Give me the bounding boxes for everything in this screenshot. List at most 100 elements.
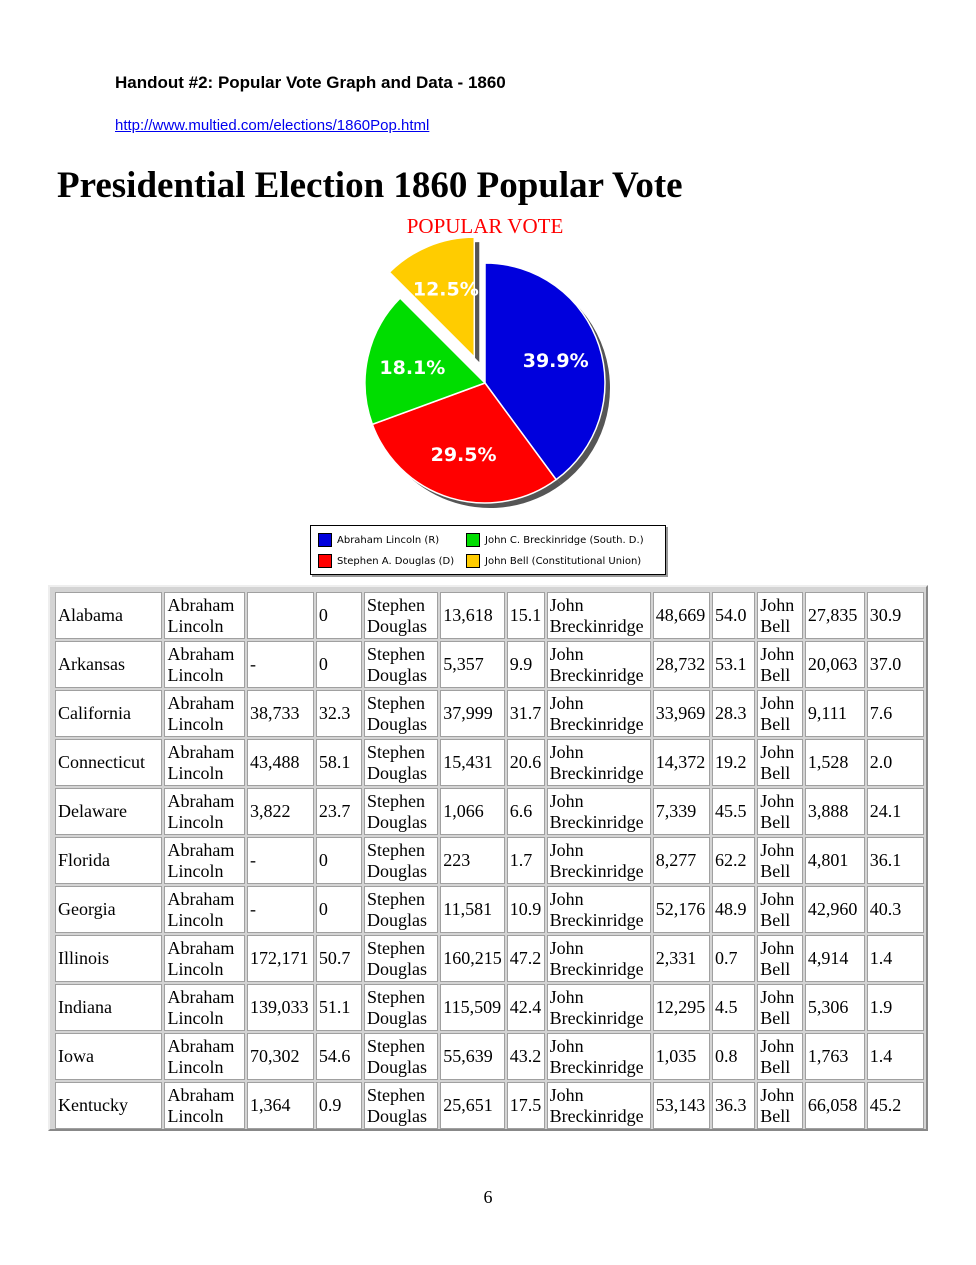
cell-pct-3: 4.5: [711, 984, 756, 1031]
cell-pct-1: 58.1: [315, 739, 363, 786]
table-row: Illinois Abraham Lincoln 172,171 50.7 Stephe…: [55, 935, 924, 982]
vote-table: Alabama Abraham Lincoln 0 Stephen Douglas 13…: [53, 590, 926, 1131]
cell-candidate-3: John Breckinridge: [546, 592, 651, 639]
cell-pct-3: 53.1: [711, 641, 756, 688]
cell-pct-1: 32.3: [315, 690, 363, 737]
cell-votes-2: 11,581: [440, 886, 505, 933]
page-number: 6: [483, 1187, 493, 1207]
cell-candidate-3: John Breckinridge: [546, 690, 651, 737]
handout-title: Handout #2: Popular Vote Graph and Data …: [115, 73, 506, 92]
cell-votes-2: 115,509: [440, 984, 505, 1031]
legend-swatch-lincoln: [318, 533, 332, 547]
cell-pct-4: 37.0: [866, 641, 924, 688]
cell-pct-2: 17.5: [506, 1082, 545, 1129]
cell-pct-3: 45.5: [711, 788, 756, 835]
cell-pct-4: 40.3: [866, 886, 924, 933]
cell-candidate-2: Stephen Douglas: [364, 592, 439, 639]
cell-candidate-1: Abraham Lincoln: [164, 1082, 246, 1129]
legend-swatch-breckinridge: [466, 533, 480, 547]
legend-label-breckinridge: John C. Breckinridge (South. D.): [485, 534, 644, 546]
cell-votes-1: -: [247, 641, 314, 688]
cell-pct-3: 48.9: [711, 886, 756, 933]
cell-candidate-1: Abraham Lincoln: [164, 837, 246, 884]
cell-pct-1: 0: [315, 886, 363, 933]
cell-votes-4: 3,888: [804, 788, 865, 835]
table-row: Florida Abraham Lincoln -0 Stephen Douglas 2…: [55, 837, 924, 884]
cell-votes-3: 33,969: [652, 690, 710, 737]
cell-pct-2: 6.6: [506, 788, 545, 835]
cell-candidate-3: John Breckinridge: [546, 1082, 651, 1129]
cell-votes-2: 1,066: [440, 788, 505, 835]
cell-votes-3: 2,331: [652, 935, 710, 982]
cell-candidate-4: John Bell: [757, 592, 803, 639]
cell-candidate-2: Stephen Douglas: [364, 690, 439, 737]
cell-votes-2: 160,215: [440, 935, 505, 982]
cell-candidate-3: John Breckinridge: [546, 984, 651, 1031]
cell-votes-4: 20,063: [804, 641, 865, 688]
cell-candidate-3: John Breckinridge: [546, 739, 651, 786]
cell-candidate-4: John Bell: [757, 935, 803, 982]
cell-votes-4: 1,528: [804, 739, 865, 786]
cell-state: Kentucky: [55, 1082, 163, 1129]
cell-state: California: [55, 690, 163, 737]
cell-candidate-2: Stephen Douglas: [364, 984, 439, 1031]
cell-pct-4: 2.0: [866, 739, 924, 786]
cell-candidate-1: Abraham Lincoln: [164, 641, 246, 688]
cell-candidate-3: John Breckinridge: [546, 935, 651, 982]
cell-votes-3: 7,339: [652, 788, 710, 835]
cell-votes-4: 1,763: [804, 1033, 865, 1080]
cell-pct-2: 9.9: [506, 641, 545, 688]
cell-pct-3: 0.7: [711, 935, 756, 982]
cell-candidate-4: John Bell: [757, 984, 803, 1031]
cell-pct-1: 0: [315, 641, 363, 688]
cell-votes-3: 14,372: [652, 739, 710, 786]
cell-votes-2: 223: [440, 837, 505, 884]
cell-candidate-3: John Breckinridge: [546, 1033, 651, 1080]
cell-votes-3: 8,277: [652, 837, 710, 884]
cell-votes-1: 139,033: [247, 984, 314, 1031]
table-row: Iowa Abraham Lincoln 70,302 54.6 Stephen Dou…: [55, 1033, 924, 1080]
cell-votes-1: 43,488: [247, 739, 314, 786]
cell-pct-2: 1.7: [506, 837, 545, 884]
cell-votes-4: 4,914: [804, 935, 865, 982]
cell-votes-3: 48,669: [652, 592, 710, 639]
cell-votes-1: -: [247, 886, 314, 933]
vote-table-frame: Alabama Abraham Lincoln 0 Stephen Douglas 13…: [48, 585, 928, 1131]
cell-votes-4: 4,801: [804, 837, 865, 884]
pie-slice: [364, 297, 487, 426]
cell-pct-2: 15.1: [506, 592, 545, 639]
cell-pct-3: 62.2: [711, 837, 756, 884]
cell-candidate-1: Abraham Lincoln: [164, 690, 246, 737]
cell-votes-3: 52,176: [652, 886, 710, 933]
cell-pct-4: 7.6: [866, 690, 924, 737]
cell-candidate-1: Abraham Lincoln: [164, 788, 246, 835]
cell-candidate-4: John Bell: [757, 1082, 803, 1129]
cell-votes-3: 53,143: [652, 1082, 710, 1129]
cell-pct-2: 10.9: [506, 886, 545, 933]
cell-state: Florida: [55, 837, 163, 884]
cell-pct-1: 23.7: [315, 788, 363, 835]
cell-candidate-4: John Bell: [757, 641, 803, 688]
cell-candidate-1: Abraham Lincoln: [164, 886, 246, 933]
pie-value-label: 18.1%: [379, 357, 445, 379]
cell-votes-2: 55,639: [440, 1033, 505, 1080]
table-row: Alabama Abraham Lincoln 0 Stephen Douglas 13…: [55, 592, 924, 639]
cell-candidate-1: Abraham Lincoln: [164, 1033, 246, 1080]
cell-candidate-2: Stephen Douglas: [364, 935, 439, 982]
cell-pct-3: 54.0: [711, 592, 756, 639]
cell-votes-4: 66,058: [804, 1082, 865, 1129]
cell-candidate-1: Abraham Lincoln: [164, 592, 246, 639]
cell-votes-2: 37,999: [440, 690, 505, 737]
cell-pct-3: 36.3: [711, 1082, 756, 1129]
cell-votes-2: 13,618: [440, 592, 505, 639]
cell-votes-1: [247, 592, 314, 639]
cell-pct-4: 45.2: [866, 1082, 924, 1129]
cell-pct-1: 0: [315, 837, 363, 884]
cell-pct-1: 51.1: [315, 984, 363, 1031]
source-link[interactable]: http://www.multied.com/elections/1860Pop…: [115, 117, 430, 134]
legend-label-douglas: Stephen A. Douglas (D): [337, 555, 455, 567]
table-row: Kentucky Abraham Lincoln 1,364 0.9 Stephen D…: [55, 1082, 924, 1129]
cell-pct-4: 36.1: [866, 837, 924, 884]
cell-votes-1: 172,171: [247, 935, 314, 982]
cell-pct-2: 43.2: [506, 1033, 545, 1080]
